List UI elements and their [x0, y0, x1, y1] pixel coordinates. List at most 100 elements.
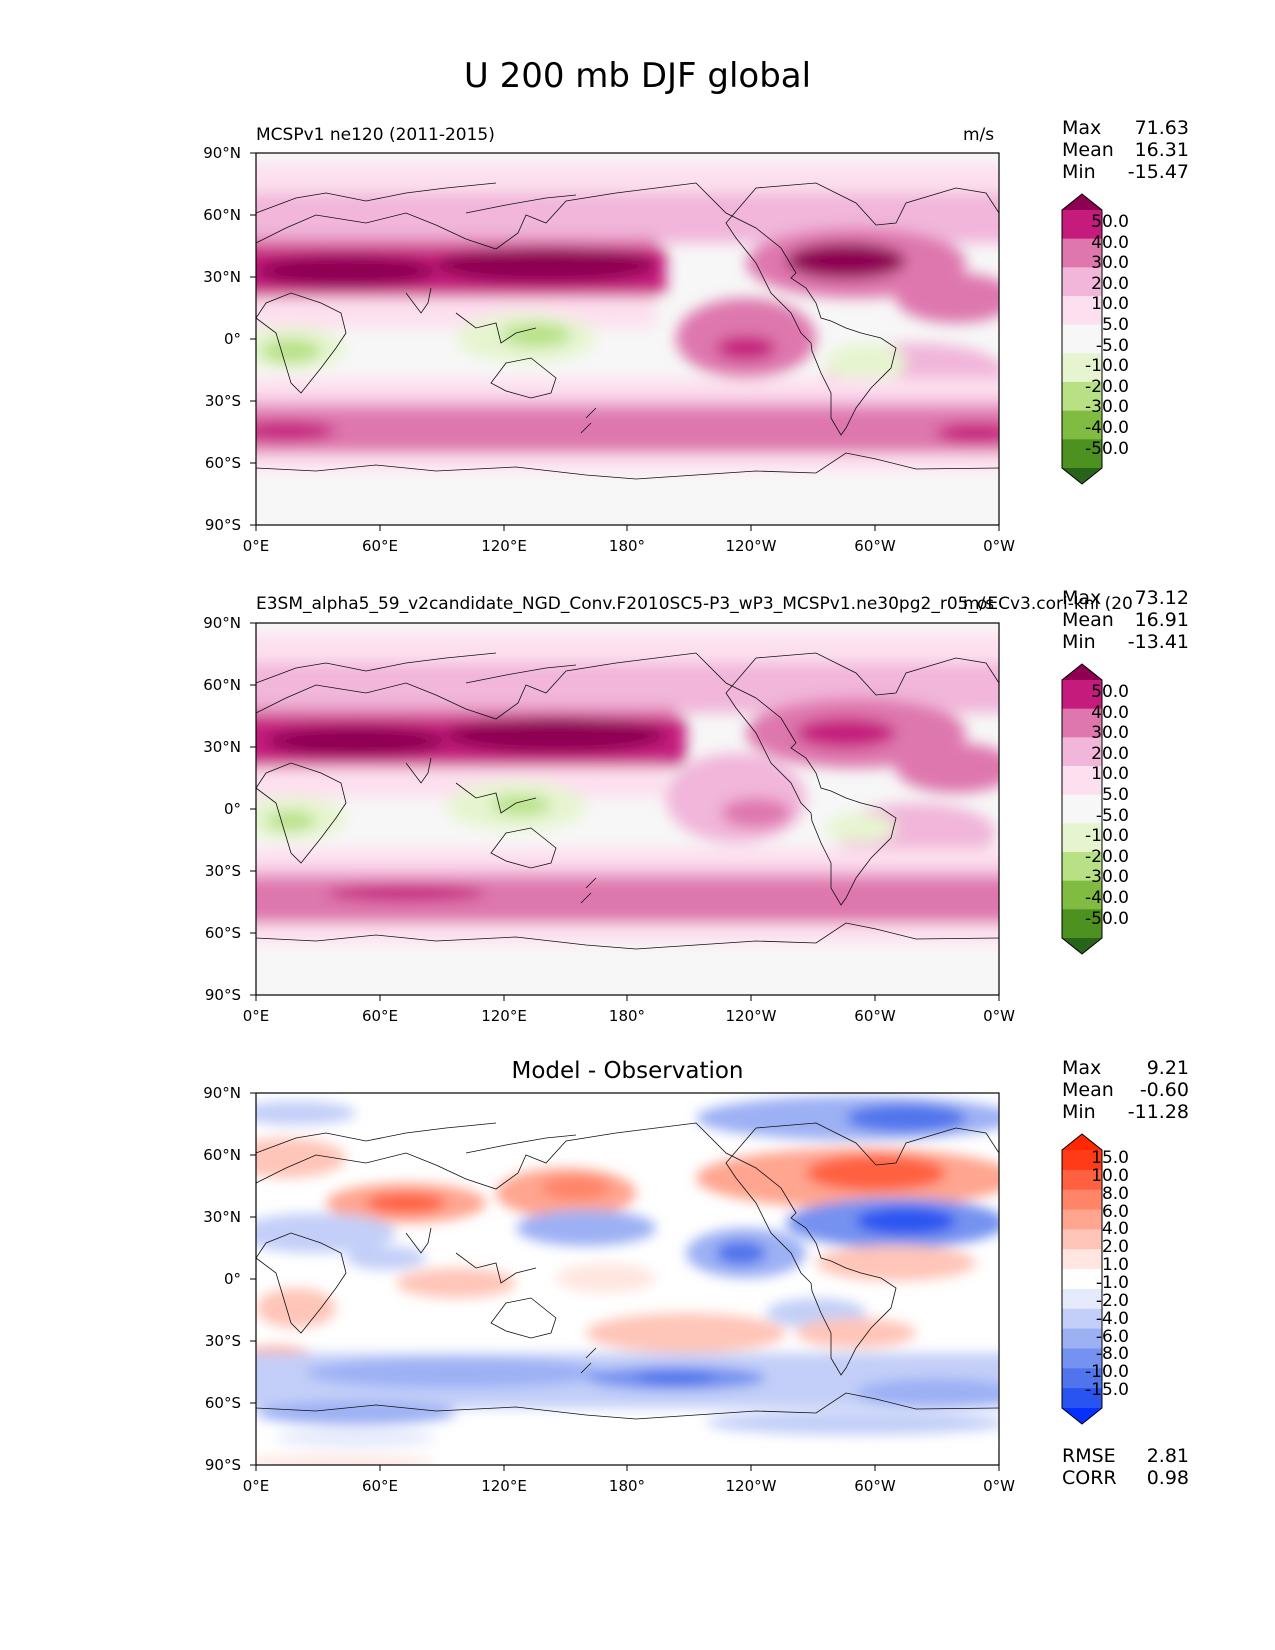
panel1-lat-tick: 30°N — [203, 268, 241, 286]
colorbar-segment — [1062, 1408, 1102, 1424]
panel2-lat-tick: 90°N — [203, 614, 241, 632]
colorbar-segment — [1062, 1169, 1102, 1191]
colorbar-segment — [1062, 382, 1102, 412]
panel2-lon-tick: 0°W — [983, 1007, 1015, 1025]
colorbar-segment — [1062, 1189, 1102, 1211]
colorbar-tick-label: 30.0 — [1091, 253, 1129, 274]
panel3-lat-tick: 30°S — [204, 1332, 241, 1350]
colorbar-tick-label: 5.0 — [1101, 785, 1129, 805]
colorbar-segment — [1062, 353, 1102, 383]
panel3-lat-tick: 60°S — [204, 1394, 241, 1412]
colorbar-tick-label: -10.0 — [1085, 826, 1129, 847]
colorbar-segment — [1062, 1229, 1102, 1250]
colorbar-segment — [1062, 1269, 1102, 1290]
panel2-lat-tick: 30°S — [204, 862, 241, 880]
panel3-lat-tick: 0° — [223, 1270, 241, 1288]
panel3-lat-tick: 90°S — [204, 1456, 241, 1474]
panel2-colorbar — [1061, 663, 1103, 955]
panel2-lon-tick: 60°E — [361, 1007, 399, 1025]
panel1-mean-label: Mean — [1062, 139, 1114, 161]
panel2-max-value: 73.12 — [1134, 587, 1189, 609]
colorbar-tick-label: 10.0 — [1091, 294, 1129, 315]
panel3-min-label: Min — [1062, 1101, 1096, 1123]
panel3-lat-tick: 30°N — [203, 1208, 241, 1226]
panel2-min-label: Min — [1062, 631, 1096, 653]
colorbar-tick-label: 10.0 — [1091, 1165, 1129, 1186]
colorbar-tick-label: -40.0 — [1085, 888, 1129, 908]
panel3-rmse-value: 2.81 — [1146, 1445, 1189, 1467]
panel3-lon-tick: 60°W — [854, 1477, 896, 1495]
colorbar-tick-label: -20.0 — [1085, 376, 1129, 397]
panel1-axis-ticks — [250, 152, 1000, 531]
panel2-lon-tick: 180° — [608, 1007, 646, 1025]
panel2-max-label: Max — [1062, 587, 1102, 609]
panel3-lon-tick: 60°E — [361, 1477, 399, 1495]
colorbar-segment — [1062, 194, 1102, 210]
colorbar-tick-label: -1.0 — [1095, 1272, 1129, 1293]
colorbar-segment — [1062, 439, 1102, 469]
colorbar-tick-label: 30.0 — [1091, 723, 1129, 744]
panel3-lon-tick: 0°E — [242, 1477, 270, 1495]
colorbar-segment — [1062, 1388, 1102, 1409]
panel1-map — [255, 152, 1000, 526]
panel2-lon-tick: 120°W — [725, 1007, 777, 1025]
panel1-colorbar — [1061, 193, 1103, 485]
panel3-max-label: Max — [1062, 1057, 1102, 1079]
panel2-mean-value: 16.91 — [1134, 609, 1189, 631]
colorbar-segment — [1062, 766, 1102, 796]
panel3-rmse-label: RMSE — [1062, 1445, 1116, 1467]
panel3-min-value: -11.28 — [1127, 1101, 1189, 1123]
panel2-lon-tick: 120°E — [481, 1007, 527, 1025]
colorbar-tick-label: -30.0 — [1085, 867, 1129, 888]
colorbar-segment — [1062, 1150, 1102, 1171]
panel1-mean-value: 16.31 — [1134, 139, 1189, 161]
panel3-map — [255, 1092, 1000, 1466]
colorbar-tick-label: -6.0 — [1095, 1326, 1129, 1347]
panel2-lat-tick: 60°N — [203, 676, 241, 694]
colorbar-tick-label: 20.0 — [1091, 273, 1129, 294]
colorbar-tick-label: -20.0 — [1085, 846, 1129, 867]
panel1-min-value: -15.47 — [1127, 161, 1189, 183]
panel3-corr-label: CORR — [1062, 1467, 1117, 1489]
colorbar-segment — [1062, 324, 1102, 354]
colorbar-tick-label: 15.0 — [1091, 1148, 1129, 1168]
panel2-lat-tick: 90°S — [204, 986, 241, 1004]
colorbar-tick-label: -40.0 — [1085, 418, 1129, 438]
colorbar-segment — [1062, 1308, 1102, 1330]
colorbar-segment — [1062, 880, 1102, 910]
colorbar-segment — [1062, 1249, 1102, 1270]
colorbar-tick-label: 50.0 — [1091, 212, 1129, 232]
colorbar-tick-label: -50.0 — [1085, 438, 1129, 459]
colorbar-tick-label: -15.0 — [1085, 1380, 1129, 1401]
panel1-max-label: Max — [1062, 117, 1102, 139]
colorbar-tick-label: 4.0 — [1101, 1219, 1129, 1240]
panel2-map — [255, 622, 1000, 996]
colorbar-outline — [1061, 193, 1103, 485]
panel2-lon-tick: 0°E — [242, 1007, 270, 1025]
colorbar-tick-label: 1.0 — [1101, 1255, 1129, 1276]
colorbar-tick-label: -2.0 — [1095, 1290, 1129, 1311]
panel1-lat-tick: 0° — [223, 330, 241, 348]
colorbar-tick-label: -50.0 — [1085, 908, 1129, 929]
colorbar-segment — [1062, 1288, 1102, 1310]
panel1-lon-tick: 0°W — [983, 537, 1015, 555]
colorbar-tick-label: -5.0 — [1095, 335, 1129, 356]
panel2-lat-tick: 0° — [223, 800, 241, 818]
panel1-units: m/s — [963, 125, 995, 145]
panel3-mean-label: Mean — [1062, 1079, 1114, 1101]
panel1-lon-tick: 120°E — [481, 537, 527, 555]
colorbar-tick-label: -5.0 — [1095, 805, 1129, 826]
colorbar-tick-label: -30.0 — [1085, 397, 1129, 418]
panel1-min-label: Min — [1062, 161, 1096, 183]
panel1-lon-tick: 0°E — [242, 537, 270, 555]
colorbar-segment — [1062, 708, 1102, 738]
panel3-lon-tick: 120°W — [725, 1477, 777, 1495]
panel1-lat-tick: 90°N — [203, 144, 241, 162]
panel3-lat-tick: 60°N — [203, 1146, 241, 1164]
panel3-lon-tick: 0°W — [983, 1477, 1015, 1495]
colorbar-segment — [1062, 267, 1102, 297]
colorbar-tick-label: -4.0 — [1095, 1308, 1129, 1329]
panel3-mean-value: -0.60 — [1139, 1079, 1189, 1101]
colorbar-tick-label: 40.0 — [1091, 702, 1129, 723]
colorbar-segment — [1062, 909, 1102, 939]
